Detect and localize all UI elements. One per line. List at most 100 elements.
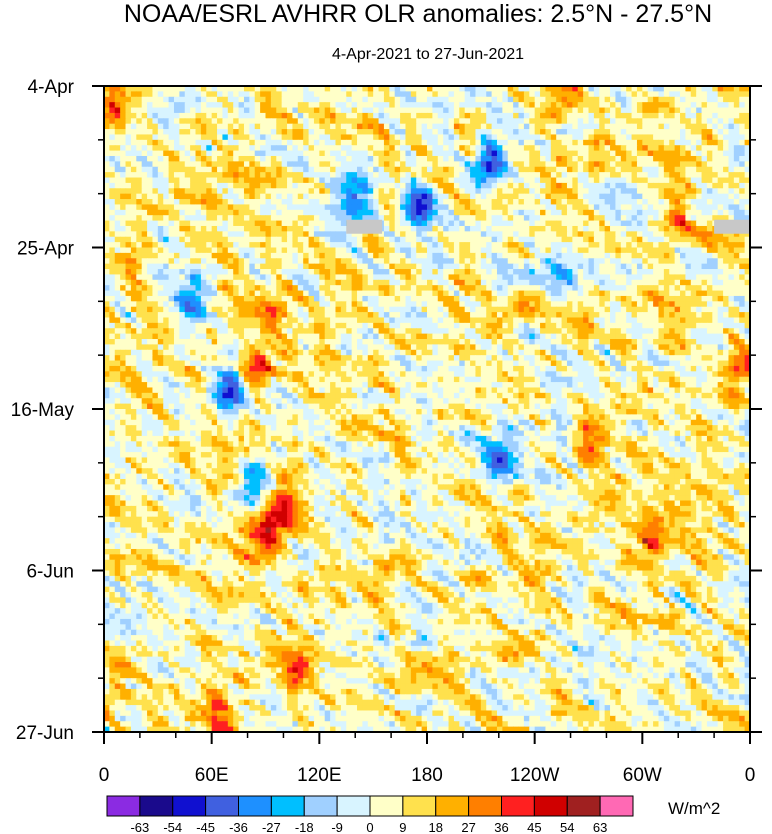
heatmap-cell	[496, 247, 503, 254]
heatmap-cell	[114, 274, 121, 281]
heatmap-cell	[243, 166, 250, 173]
heatmap-cell	[427, 134, 433, 141]
heatmap-cell	[276, 306, 283, 313]
heatmap-cell	[658, 150, 665, 157]
heatmap-cell	[706, 177, 713, 184]
heatmap-cell	[362, 172, 369, 179]
heatmap-cell	[480, 225, 487, 232]
heatmap-cell	[680, 188, 686, 195]
heatmap-cell	[588, 102, 595, 109]
heatmap-cell	[233, 107, 240, 114]
heatmap-cell	[696, 91, 703, 98]
heatmap-cell	[744, 274, 750, 281]
heatmap-cell	[254, 306, 261, 313]
heatmap-cell	[195, 139, 202, 146]
heatmap-cell	[427, 220, 433, 227]
heatmap-cell	[421, 155, 428, 162]
heatmap-cell	[163, 166, 170, 173]
heatmap-cell	[432, 139, 439, 146]
heatmap-cell	[610, 263, 617, 270]
heatmap-cell	[728, 188, 735, 195]
heatmap-cell	[287, 139, 294, 146]
heatmap-cell	[540, 96, 547, 103]
heatmap-cell	[523, 145, 530, 152]
heatmap-cell	[540, 86, 547, 92]
heatmap-cell	[545, 155, 552, 162]
heatmap-cell	[389, 247, 396, 254]
heatmap-cell	[405, 112, 412, 119]
heatmap-cell	[195, 290, 202, 297]
heatmap-cell	[163, 252, 170, 259]
heatmap-cell	[173, 107, 180, 114]
heatmap-cell	[496, 172, 503, 179]
heatmap-cell	[222, 231, 229, 238]
heatmap-cell	[486, 145, 493, 152]
heatmap-cell	[696, 220, 703, 227]
heatmap-cell	[141, 231, 148, 238]
heatmap-cell	[195, 279, 202, 286]
heatmap-cell	[378, 269, 385, 276]
heatmap-cell	[513, 177, 520, 184]
heatmap-cell	[383, 263, 390, 270]
heatmap-cell	[324, 204, 331, 211]
heatmap-cell	[626, 145, 633, 152]
heatmap-cell	[610, 134, 617, 141]
heatmap-cell	[265, 285, 272, 292]
heatmap-cell	[130, 247, 137, 254]
heatmap-cell	[427, 172, 433, 179]
heatmap-cell	[389, 274, 396, 281]
heatmap-cell	[378, 139, 385, 146]
heatmap-cell	[367, 295, 374, 302]
heatmap-cell	[706, 269, 713, 276]
heatmap-cell	[109, 193, 116, 200]
heatmap-cell	[507, 112, 514, 119]
heatmap-cell	[394, 177, 401, 184]
heatmap-cell	[179, 139, 186, 146]
heatmap-cell	[287, 236, 294, 243]
heatmap-cell	[706, 86, 713, 92]
heatmap-cell	[120, 172, 127, 179]
heatmap-cell	[287, 193, 294, 200]
heatmap-cell	[340, 295, 347, 302]
heatmap-cell	[636, 279, 643, 286]
heatmap-cell	[152, 247, 159, 254]
heatmap-cell	[636, 242, 643, 249]
heatmap-cell	[400, 258, 407, 265]
heatmap-cell	[114, 209, 121, 216]
heatmap-cell	[561, 295, 568, 302]
heatmap-cell	[712, 247, 719, 254]
heatmap-cell	[453, 129, 460, 136]
heatmap-cell	[357, 301, 363, 308]
heatmap-cell	[389, 177, 396, 184]
heatmap-cell	[593, 220, 600, 227]
heatmap-cell	[206, 86, 213, 92]
heatmap-cell	[663, 209, 670, 216]
heatmap-cell	[308, 225, 315, 232]
heatmap-cell	[534, 107, 541, 114]
heatmap-cell	[319, 247, 326, 254]
heatmap-cell	[330, 182, 337, 189]
heatmap-cell	[540, 247, 547, 254]
heatmap-cell	[663, 166, 670, 173]
heatmap-cell	[114, 231, 121, 238]
heatmap-cell	[642, 290, 649, 297]
heatmap-cell	[480, 193, 487, 200]
heatmap-cell	[238, 236, 245, 243]
heatmap-cell	[674, 91, 681, 98]
heatmap-cell	[157, 215, 164, 222]
heatmap-cell	[583, 209, 590, 216]
heatmap-cell	[545, 193, 552, 200]
heatmap-cell	[206, 161, 213, 168]
heatmap-cell	[281, 258, 288, 265]
heatmap-cell	[583, 220, 590, 227]
heatmap-cell	[470, 96, 477, 103]
heatmap-cell	[313, 263, 320, 270]
heatmap-cell	[389, 220, 396, 227]
heatmap-cell	[448, 209, 455, 216]
heatmap-cell	[658, 269, 665, 276]
heatmap-cell	[281, 279, 288, 286]
heatmap-cell	[636, 301, 643, 308]
heatmap-cell	[410, 118, 417, 125]
heatmap-cell	[324, 86, 331, 92]
heatmap-cell	[281, 139, 288, 146]
